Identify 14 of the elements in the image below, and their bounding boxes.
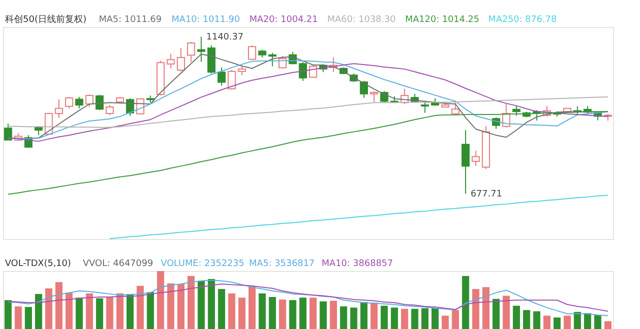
text: MA20: 1004.21 bbox=[249, 15, 318, 25]
text: VVOL: 4647099 bbox=[82, 259, 154, 269]
annotation: 1140.37 bbox=[206, 32, 244, 43]
chart-title: VOL-TDX(5,10) bbox=[5, 259, 72, 269]
text: MA60: 1038.30 bbox=[327, 15, 396, 25]
chart-title: 科创50(日线前复权) bbox=[5, 14, 86, 25]
text: MA120: 1014.25 bbox=[405, 15, 480, 25]
text: MA10: 1011.90 bbox=[172, 15, 240, 25]
text: MA5: 1011.69 bbox=[98, 15, 162, 25]
text: MA10: 3868857 bbox=[322, 259, 394, 269]
annotation: 677.71 bbox=[470, 190, 502, 200]
text: VOLUME: 2352235 bbox=[160, 259, 244, 269]
series-label: MA5: 3536817 bbox=[249, 259, 315, 269]
text: MA250: 876.78 bbox=[488, 15, 557, 25]
